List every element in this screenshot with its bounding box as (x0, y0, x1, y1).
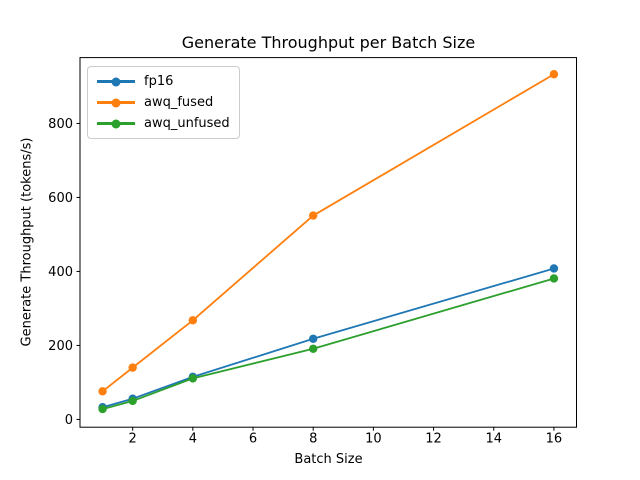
legend-line-marker-icon (97, 119, 135, 128)
data-point-awq_unfused (309, 344, 318, 353)
x-axis-label: Batch Size (294, 452, 363, 467)
y-tick-label: 0 (65, 413, 73, 428)
legend-dot-icon (111, 98, 121, 107)
legend-entry-awq_unfused: awq_unfused (97, 113, 230, 134)
legend-entry-awq_fused: awq_fused (97, 92, 230, 113)
y-tick-label: 400 (48, 265, 73, 280)
x-tick-label: 12 (425, 432, 442, 447)
legend-line-marker-icon (97, 98, 135, 107)
chart-title: Generate Throughput per Batch Size (181, 33, 476, 52)
x-tick-label: 2 (129, 432, 137, 447)
data-point-fp16 (309, 334, 318, 343)
x-tick-label: 16 (546, 432, 563, 447)
legend-dot-icon (111, 77, 121, 86)
legend-label: awq_fused (144, 95, 214, 110)
axes-spines (79, 57, 577, 428)
data-point-awq_fused (128, 363, 137, 372)
y-tick-label: 600 (48, 191, 73, 206)
legend: fp16 awq_fused awq_unfused (87, 66, 240, 139)
data-point-awq_unfused (188, 374, 198, 383)
x-tick-label: 8 (309, 432, 317, 447)
data-point-awq_fused (549, 70, 559, 79)
data-point-awq_unfused (549, 274, 559, 283)
legend-entry-fp16: fp16 (97, 71, 230, 92)
data-point-awq_unfused (128, 396, 137, 406)
data-point-awq_fused (98, 387, 107, 396)
legend-label: fp16 (144, 74, 174, 89)
x-tick-label: 6 (249, 432, 257, 447)
data-point-awq_fused (309, 211, 318, 220)
y-tick-label: 200 (48, 339, 73, 354)
legend-dot-icon (111, 119, 121, 128)
x-tick-label: 4 (189, 432, 197, 447)
x-tick-label: 14 (485, 432, 502, 447)
series-line-awq_unfused (102, 277, 555, 410)
data-point-fp16 (549, 264, 559, 273)
legend-label: awq_unfused (144, 116, 230, 131)
data-point-awq_unfused (98, 404, 107, 414)
y-tick-label: 800 (48, 117, 73, 132)
x-tick-label: 10 (365, 432, 382, 447)
legend-line-marker-icon (97, 77, 135, 86)
y-axis-label: Generate Throughput (tokens/s) (19, 137, 35, 347)
data-point-awq_fused (188, 316, 198, 325)
